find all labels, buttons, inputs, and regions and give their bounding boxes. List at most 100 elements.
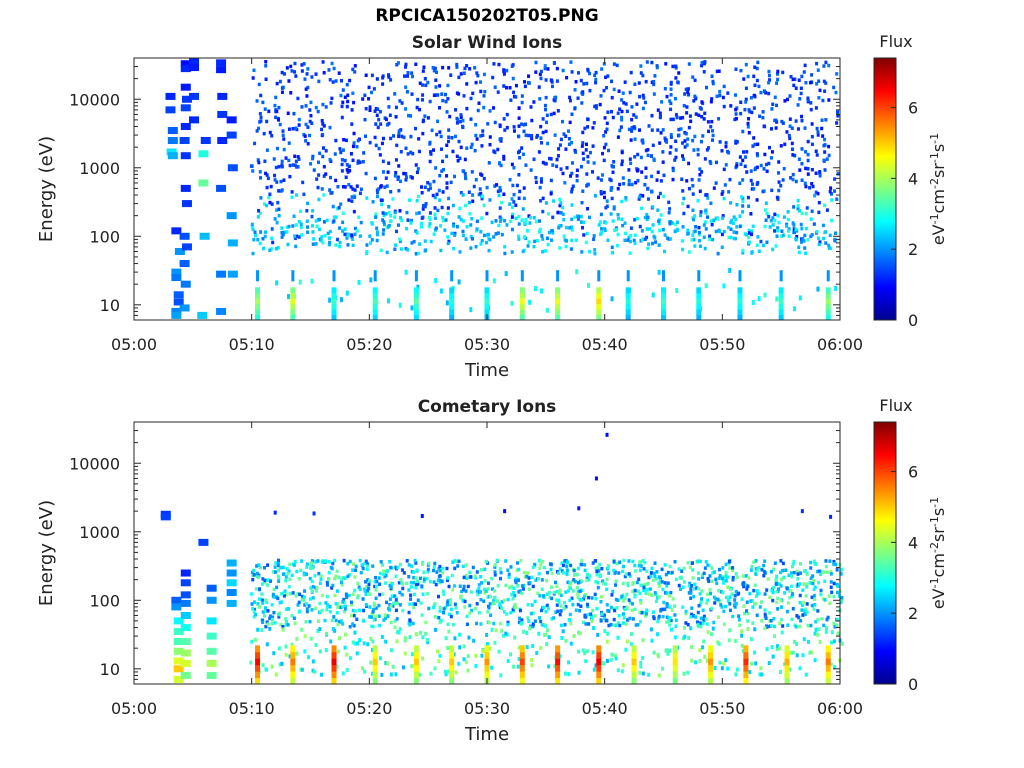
heatmap-cell xyxy=(739,162,743,167)
heatmap-cell xyxy=(251,577,255,582)
heatmap-cell xyxy=(708,671,714,679)
heatmap-cell xyxy=(662,270,665,282)
heatmap-cell xyxy=(364,592,368,597)
heatmap-cell xyxy=(479,242,483,246)
heatmap-cell xyxy=(484,303,490,310)
heatmap-cell xyxy=(638,560,642,564)
heatmap-cell xyxy=(732,215,736,219)
heatmap-cell xyxy=(446,211,450,216)
unit-part: eV xyxy=(929,588,948,609)
heatmap-cell xyxy=(650,229,654,234)
heatmap-cell xyxy=(805,582,809,586)
heatmap-cell xyxy=(655,64,659,68)
heatmap-cell xyxy=(364,603,368,607)
heatmap-cell xyxy=(348,656,352,661)
heatmap-cell xyxy=(382,228,386,232)
heatmap-cell xyxy=(337,636,341,641)
heatmap-cell xyxy=(367,97,371,101)
heatmap-cell xyxy=(512,590,516,595)
heatmap-cell xyxy=(559,609,563,613)
heatmap-cell xyxy=(432,179,436,184)
heatmap-cell xyxy=(261,601,265,605)
heatmap-cell xyxy=(381,218,385,222)
heatmap-cell xyxy=(451,560,455,564)
y-tick-label: 10000 xyxy=(69,90,120,109)
heatmap-cell xyxy=(738,214,742,218)
heatmap-cell xyxy=(631,664,637,672)
heatmap-cell xyxy=(718,229,722,234)
heatmap-cell xyxy=(806,139,810,144)
heatmap-cell xyxy=(479,80,483,84)
heatmap-cell xyxy=(331,651,337,659)
heatmap-cell xyxy=(722,661,726,666)
heatmap-cell xyxy=(706,215,710,219)
heatmap-cell xyxy=(409,580,413,585)
heatmap-cell xyxy=(282,594,286,598)
heatmap-cell xyxy=(612,617,616,622)
heatmap-cell xyxy=(597,270,601,282)
heatmap-cell xyxy=(671,221,675,225)
heatmap-cell xyxy=(484,298,490,305)
x-tick-label: 06:00 xyxy=(817,335,863,354)
heatmap-cell xyxy=(539,177,543,181)
heatmap-cell xyxy=(304,104,308,108)
heatmap-cell xyxy=(702,223,706,227)
heatmap-cell xyxy=(544,129,548,134)
heatmap-cell xyxy=(704,559,708,564)
heatmap-cell xyxy=(697,233,701,237)
heatmap-cell xyxy=(598,573,602,577)
heatmap-cell xyxy=(625,298,631,305)
heatmap-cell xyxy=(409,593,413,597)
heatmap-cell xyxy=(636,152,640,157)
heatmap-cell xyxy=(569,641,573,646)
heatmap-cell xyxy=(444,99,448,104)
heatmap-cell xyxy=(596,292,602,299)
heatmap-cell xyxy=(572,568,576,573)
heatmap-cell xyxy=(275,280,279,286)
heatmap-cell xyxy=(406,113,410,118)
heatmap-cell xyxy=(284,156,288,160)
heatmap-cell xyxy=(750,110,754,115)
heatmap-cell xyxy=(770,188,774,193)
heatmap-cell xyxy=(362,608,366,613)
heatmap-cell xyxy=(817,580,821,585)
heatmap-cell xyxy=(593,104,597,109)
heatmap-cell xyxy=(502,157,506,161)
heatmap-cell xyxy=(553,580,557,585)
heatmap-cell xyxy=(446,83,450,88)
heatmap-cell xyxy=(438,574,442,578)
heatmap-cell xyxy=(762,167,766,171)
heatmap-cell xyxy=(302,595,306,599)
heatmap-cell xyxy=(475,602,479,606)
heatmap-cell xyxy=(449,314,455,321)
heatmap-cell xyxy=(423,204,427,209)
heatmap-cell xyxy=(704,208,708,213)
heatmap-cell xyxy=(308,119,312,124)
heatmap-cell xyxy=(416,582,420,586)
heatmap-cell xyxy=(541,237,545,241)
heatmap-cell xyxy=(840,641,844,646)
heatmap-cell xyxy=(794,237,798,241)
heatmap-cell xyxy=(575,586,579,590)
heatmap-cell xyxy=(544,107,548,112)
heatmap-cell xyxy=(737,298,743,305)
heatmap-cell xyxy=(682,671,686,676)
heatmap-cell xyxy=(174,247,185,255)
heatmap-cell xyxy=(517,567,521,572)
heatmap-cell xyxy=(789,571,793,575)
heatmap-cell xyxy=(580,101,584,105)
heatmap-cell xyxy=(487,606,491,610)
heatmap-cell xyxy=(657,581,661,586)
heatmap-cell xyxy=(250,222,254,227)
heatmap-cell xyxy=(293,163,297,168)
colorbar-tick-label: 0 xyxy=(908,675,918,694)
heatmap-cell xyxy=(627,235,631,240)
heatmap-cell xyxy=(523,84,527,89)
heatmap-cell xyxy=(749,568,753,572)
heatmap-cell xyxy=(757,296,761,302)
heatmap-cell xyxy=(569,563,573,568)
heatmap-cell xyxy=(206,659,217,667)
heatmap-cell xyxy=(333,558,337,563)
heatmap-cell xyxy=(343,95,347,100)
heatmap-cell xyxy=(577,649,581,654)
